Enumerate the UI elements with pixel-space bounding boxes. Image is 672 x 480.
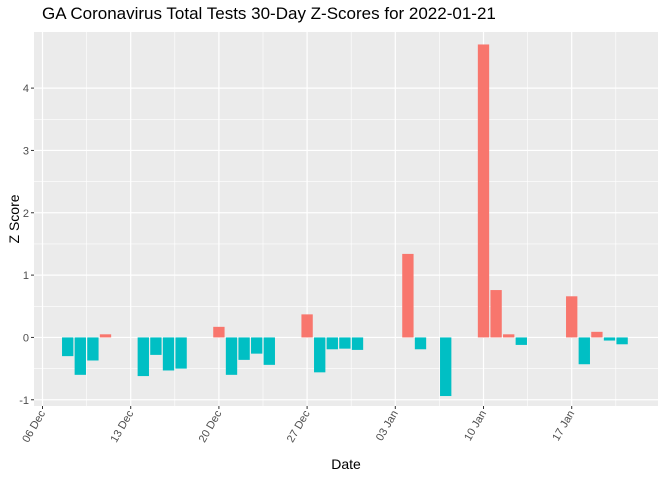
x-tick-label: 17 Jan bbox=[550, 409, 577, 444]
bar bbox=[150, 337, 162, 355]
bar bbox=[137, 337, 149, 377]
bar bbox=[326, 337, 338, 350]
x-tick-label: 06 Dec bbox=[20, 408, 48, 445]
bar bbox=[263, 337, 275, 365]
bar bbox=[251, 337, 263, 354]
x-tick-label: 27 Dec bbox=[285, 408, 313, 445]
bar bbox=[616, 337, 628, 345]
bar bbox=[238, 337, 250, 360]
bar bbox=[351, 337, 364, 350]
y-tick-label: 0 bbox=[23, 332, 29, 344]
bar bbox=[62, 337, 74, 357]
bar bbox=[175, 337, 187, 369]
bar bbox=[74, 337, 86, 375]
bar bbox=[314, 337, 326, 373]
y-tick-label: -1 bbox=[19, 395, 29, 407]
bar bbox=[213, 326, 225, 338]
bar bbox=[414, 337, 427, 350]
bar bbox=[490, 290, 502, 338]
bar bbox=[162, 337, 175, 371]
y-axis-title: Z Score bbox=[6, 194, 22, 243]
y-tick-label: 2 bbox=[23, 208, 29, 220]
chart-title: GA Coronavirus Total Tests 30-Day Z-Scor… bbox=[42, 4, 496, 23]
y-tick-label: 1 bbox=[23, 270, 29, 282]
y-tick-label: 4 bbox=[23, 83, 29, 95]
bar bbox=[87, 337, 99, 361]
y-tick-label: 3 bbox=[23, 145, 29, 157]
bar bbox=[603, 337, 616, 341]
x-tick-label: 13 Dec bbox=[108, 408, 136, 445]
x-axis-title: Date bbox=[331, 456, 361, 472]
bar bbox=[301, 314, 313, 338]
bar bbox=[515, 337, 527, 345]
grid-lines bbox=[34, 32, 658, 406]
bar bbox=[402, 253, 414, 338]
bar bbox=[339, 337, 351, 349]
bar bbox=[440, 337, 452, 397]
bars bbox=[62, 44, 628, 397]
bar bbox=[225, 337, 238, 375]
x-tick-label: 03 Jan bbox=[374, 409, 401, 444]
bar bbox=[591, 331, 603, 338]
x-tick-label: 20 Dec bbox=[197, 408, 225, 445]
x-tick-label: 10 Jan bbox=[462, 409, 489, 444]
bar bbox=[566, 296, 578, 338]
bar bbox=[477, 44, 490, 338]
bar bbox=[99, 334, 112, 338]
bar bbox=[503, 334, 515, 338]
bar bbox=[578, 337, 590, 365]
